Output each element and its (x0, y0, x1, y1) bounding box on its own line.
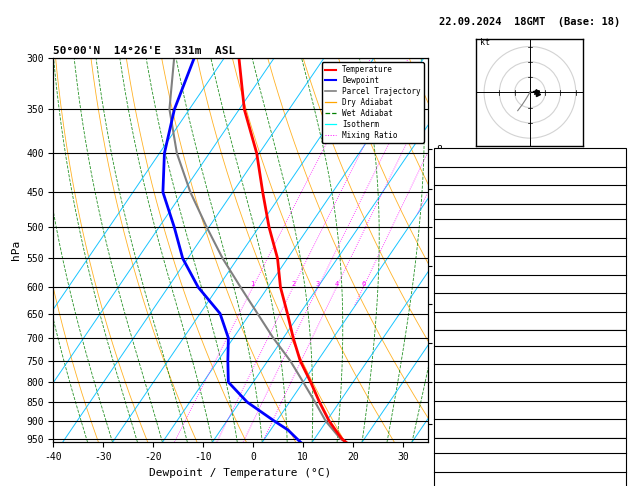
Text: 15: 15 (611, 153, 623, 162)
Text: 16.8: 16.8 (599, 224, 623, 233)
Text: Lifted Index: Lifted Index (437, 279, 508, 289)
Text: 13: 13 (611, 458, 623, 468)
Text: Pressure (mb): Pressure (mb) (437, 350, 513, 360)
Text: CIN (J): CIN (J) (437, 316, 478, 326)
Text: 4: 4 (335, 281, 338, 287)
Text: 50°00'N  14°26'E  331m  ASL: 50°00'N 14°26'E 331m ASL (53, 46, 236, 56)
Text: 850: 850 (605, 350, 623, 360)
Text: 1: 1 (250, 281, 255, 287)
Y-axis label: km
ASL: km ASL (459, 250, 476, 272)
Text: 5: 5 (617, 279, 623, 289)
Text: LCL: LCL (435, 399, 450, 408)
Text: CAPE (J): CAPE (J) (437, 297, 484, 307)
Text: CAPE (J): CAPE (J) (437, 405, 484, 415)
Text: kt: kt (479, 38, 489, 47)
Text: Temp (°C): Temp (°C) (437, 224, 490, 233)
Text: 0: 0 (617, 297, 623, 307)
Text: Totals Totals: Totals Totals (437, 171, 513, 181)
Text: Lifted Index: Lifted Index (437, 387, 508, 397)
Text: 2: 2 (291, 281, 295, 287)
Text: 6: 6 (361, 281, 365, 287)
Text: 1.58: 1.58 (599, 190, 623, 199)
Text: CIN (J): CIN (J) (437, 424, 478, 434)
Text: 45: 45 (611, 171, 623, 181)
Text: 0: 0 (617, 424, 623, 434)
Y-axis label: hPa: hPa (11, 240, 21, 260)
Text: SREH: SREH (437, 476, 460, 486)
Text: 4: 4 (617, 387, 623, 397)
Text: 311: 311 (605, 260, 623, 270)
X-axis label: Dewpoint / Temperature (°C): Dewpoint / Temperature (°C) (150, 468, 331, 478)
Text: 7.7: 7.7 (605, 242, 623, 252)
Text: Dewp (°C): Dewp (°C) (437, 242, 490, 252)
Text: 0: 0 (617, 405, 623, 415)
Text: 22.09.2024  18GMT  (Base: 18): 22.09.2024 18GMT (Base: 18) (439, 17, 621, 27)
Text: Surface: Surface (509, 207, 550, 216)
Text: 0: 0 (617, 316, 623, 326)
Text: K: K (437, 153, 443, 162)
Legend: Temperature, Dewpoint, Parcel Trajectory, Dry Adiabat, Wet Adiabat, Isotherm, Mi: Temperature, Dewpoint, Parcel Trajectory… (321, 62, 424, 143)
Text: 12: 12 (611, 476, 623, 486)
Text: θₑ(K): θₑ(K) (437, 260, 467, 270)
Text: 3: 3 (316, 281, 320, 287)
Text: 312: 312 (605, 368, 623, 378)
Text: EH: EH (437, 458, 449, 468)
Text: PW (cm): PW (cm) (437, 190, 478, 199)
Text: θₑ (K): θₑ (K) (437, 368, 472, 378)
Text: Most Unstable: Most Unstable (492, 333, 568, 343)
Text: Hodograph: Hodograph (503, 441, 557, 451)
